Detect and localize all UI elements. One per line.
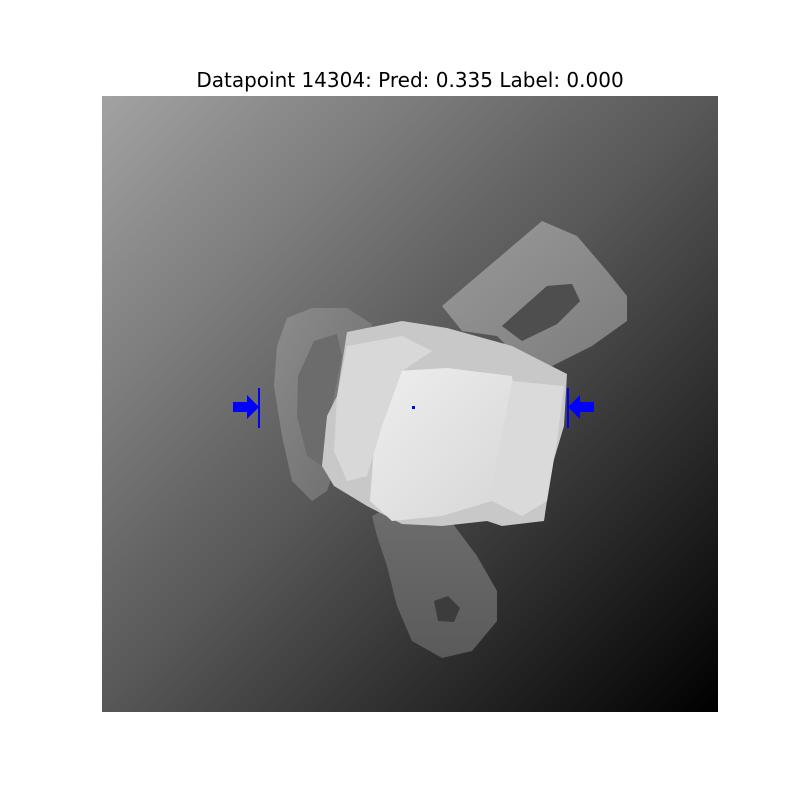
grasp-center-point — [412, 406, 415, 409]
upper-handle — [442, 221, 627, 366]
depth-image-panel — [102, 96, 718, 712]
left-jaw-arrow-icon — [233, 395, 259, 419]
right-jaw-arrow-icon — [568, 395, 594, 419]
depth-image — [102, 96, 718, 712]
grasp-axis — [233, 388, 594, 428]
object-body — [322, 321, 567, 526]
figure-title: Datapoint 14304: Pred: 0.335 Label: 0.00… — [196, 68, 624, 92]
lower-handle — [372, 501, 497, 658]
